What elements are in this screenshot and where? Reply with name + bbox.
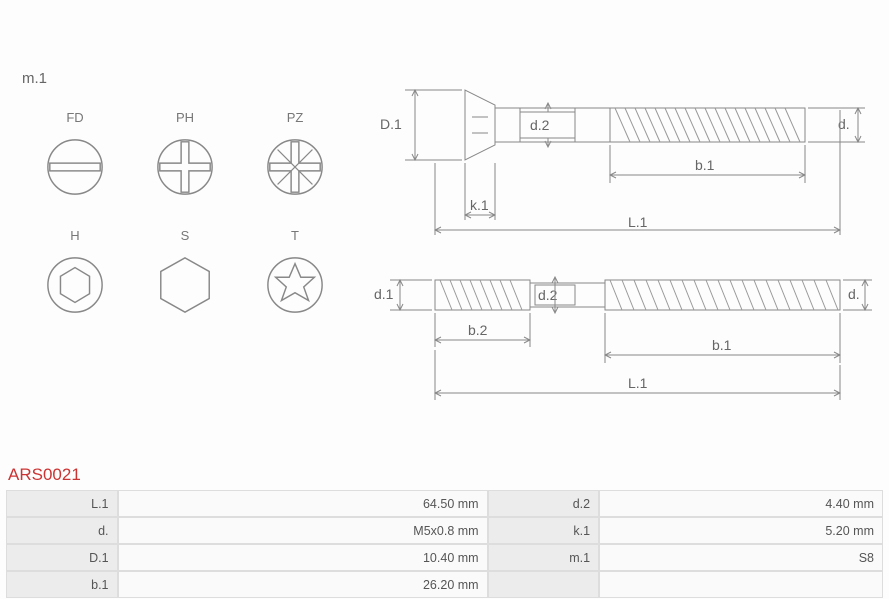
drive-label: S bbox=[140, 228, 230, 244]
dim-D1: D.1 bbox=[380, 116, 402, 132]
spec-value: 10.40 mm bbox=[118, 544, 488, 571]
pozidriv-icon bbox=[264, 136, 326, 198]
spec-value: 4.40 mm bbox=[599, 490, 883, 517]
dim-k1: k.1 bbox=[470, 197, 489, 213]
drive-label: T bbox=[250, 228, 340, 244]
spec-value: M5x0.8 mm bbox=[118, 517, 488, 544]
table-row: d. M5x0.8 mm k.1 5.20 mm bbox=[6, 517, 883, 544]
drive-item-t: T bbox=[250, 228, 340, 316]
torx-icon bbox=[264, 254, 326, 316]
spec-label bbox=[488, 571, 600, 598]
spec-table: L.1 64.50 mm d.2 4.40 mm d. M5x0.8 mm k.… bbox=[6, 490, 883, 598]
slot-icon bbox=[44, 136, 106, 198]
table-row: b.1 26.20 mm bbox=[6, 571, 883, 598]
dim-L1-bot: L.1 bbox=[628, 375, 648, 391]
section-label: m.1 bbox=[22, 70, 47, 87]
dim-b1-top: b.1 bbox=[695, 157, 715, 173]
drive-item-s: S bbox=[140, 228, 230, 316]
table-row: D.1 10.40 mm m.1 S8 bbox=[6, 544, 883, 571]
spec-label: D.1 bbox=[6, 544, 118, 571]
drive-item-fd: FD bbox=[30, 110, 120, 198]
spec-label: b.1 bbox=[6, 571, 118, 598]
dim-d1-left: d.1 bbox=[374, 286, 394, 302]
drive-type-grid: FD PH PZ H bbox=[30, 110, 340, 346]
dim-d2-top: d.2 bbox=[530, 117, 550, 133]
drive-row: H S T bbox=[30, 228, 340, 316]
dim-b2: b.2 bbox=[468, 322, 488, 338]
dim-d-right: d. bbox=[848, 286, 860, 302]
hex-outline-icon bbox=[154, 254, 216, 316]
spec-label: L.1 bbox=[6, 490, 118, 517]
spec-value bbox=[599, 571, 883, 598]
dim-b1-bot: b.1 bbox=[712, 337, 732, 353]
technical-drawing: D.1 d.2 d. k.1 b.1 L.1 bbox=[370, 55, 875, 415]
spec-label: k.1 bbox=[488, 517, 600, 544]
drive-label: PZ bbox=[250, 110, 340, 126]
hex-socket-icon bbox=[44, 254, 106, 316]
drive-label: PH bbox=[140, 110, 230, 126]
spec-value: 5.20 mm bbox=[599, 517, 883, 544]
drive-item-h: H bbox=[30, 228, 120, 316]
drive-item-ph: PH bbox=[140, 110, 230, 198]
dim-L1-top: L.1 bbox=[628, 214, 648, 230]
spec-label: d.2 bbox=[488, 490, 600, 517]
spec-value: 26.20 mm bbox=[118, 571, 488, 598]
spec-value: 64.50 mm bbox=[118, 490, 488, 517]
diagram-area: m.1 FD PH PZ bbox=[0, 0, 889, 445]
part-number: ARS0021 bbox=[8, 465, 81, 485]
table-row: L.1 64.50 mm d.2 4.40 mm bbox=[6, 490, 883, 517]
spec-value: S8 bbox=[599, 544, 883, 571]
drive-label: FD bbox=[30, 110, 120, 126]
spec-label: d. bbox=[6, 517, 118, 544]
drive-item-pz: PZ bbox=[250, 110, 340, 198]
drive-label: H bbox=[30, 228, 120, 244]
phillips-icon bbox=[154, 136, 216, 198]
drive-row: FD PH PZ bbox=[30, 110, 340, 198]
spec-label: m.1 bbox=[488, 544, 600, 571]
